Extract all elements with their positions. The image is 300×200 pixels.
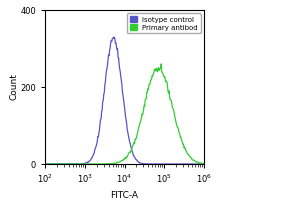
X-axis label: FITC-A: FITC-A [110, 191, 139, 200]
Y-axis label: Count: Count [10, 74, 19, 100]
Legend: Isotype control, Primary antibod: Isotype control, Primary antibod [127, 13, 200, 33]
